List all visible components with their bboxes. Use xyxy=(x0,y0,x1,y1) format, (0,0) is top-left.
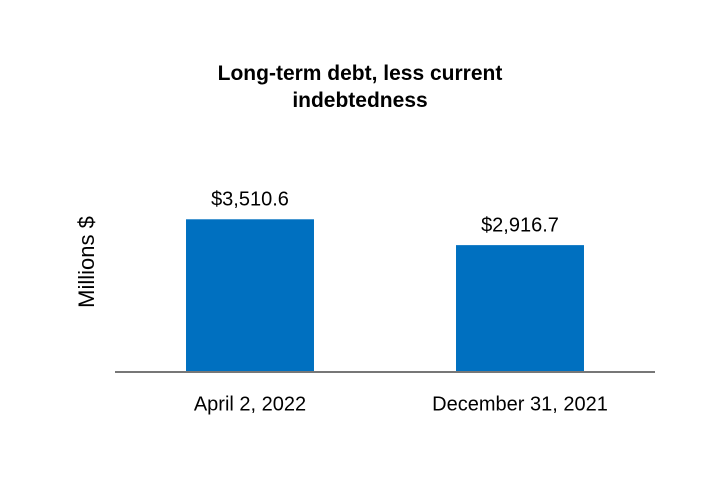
bar xyxy=(456,245,584,372)
value-label: $2,916.7 xyxy=(481,214,559,236)
x-tick-label: December 31, 2021 xyxy=(432,393,608,415)
value-label: $3,510.6 xyxy=(211,189,289,211)
chart-title: Long-term debt, less current indebtednes… xyxy=(217,62,503,112)
x-tick-label: April 2, 2022 xyxy=(194,393,306,415)
bar xyxy=(186,219,314,372)
y-axis-label: Millions $ xyxy=(74,216,99,308)
